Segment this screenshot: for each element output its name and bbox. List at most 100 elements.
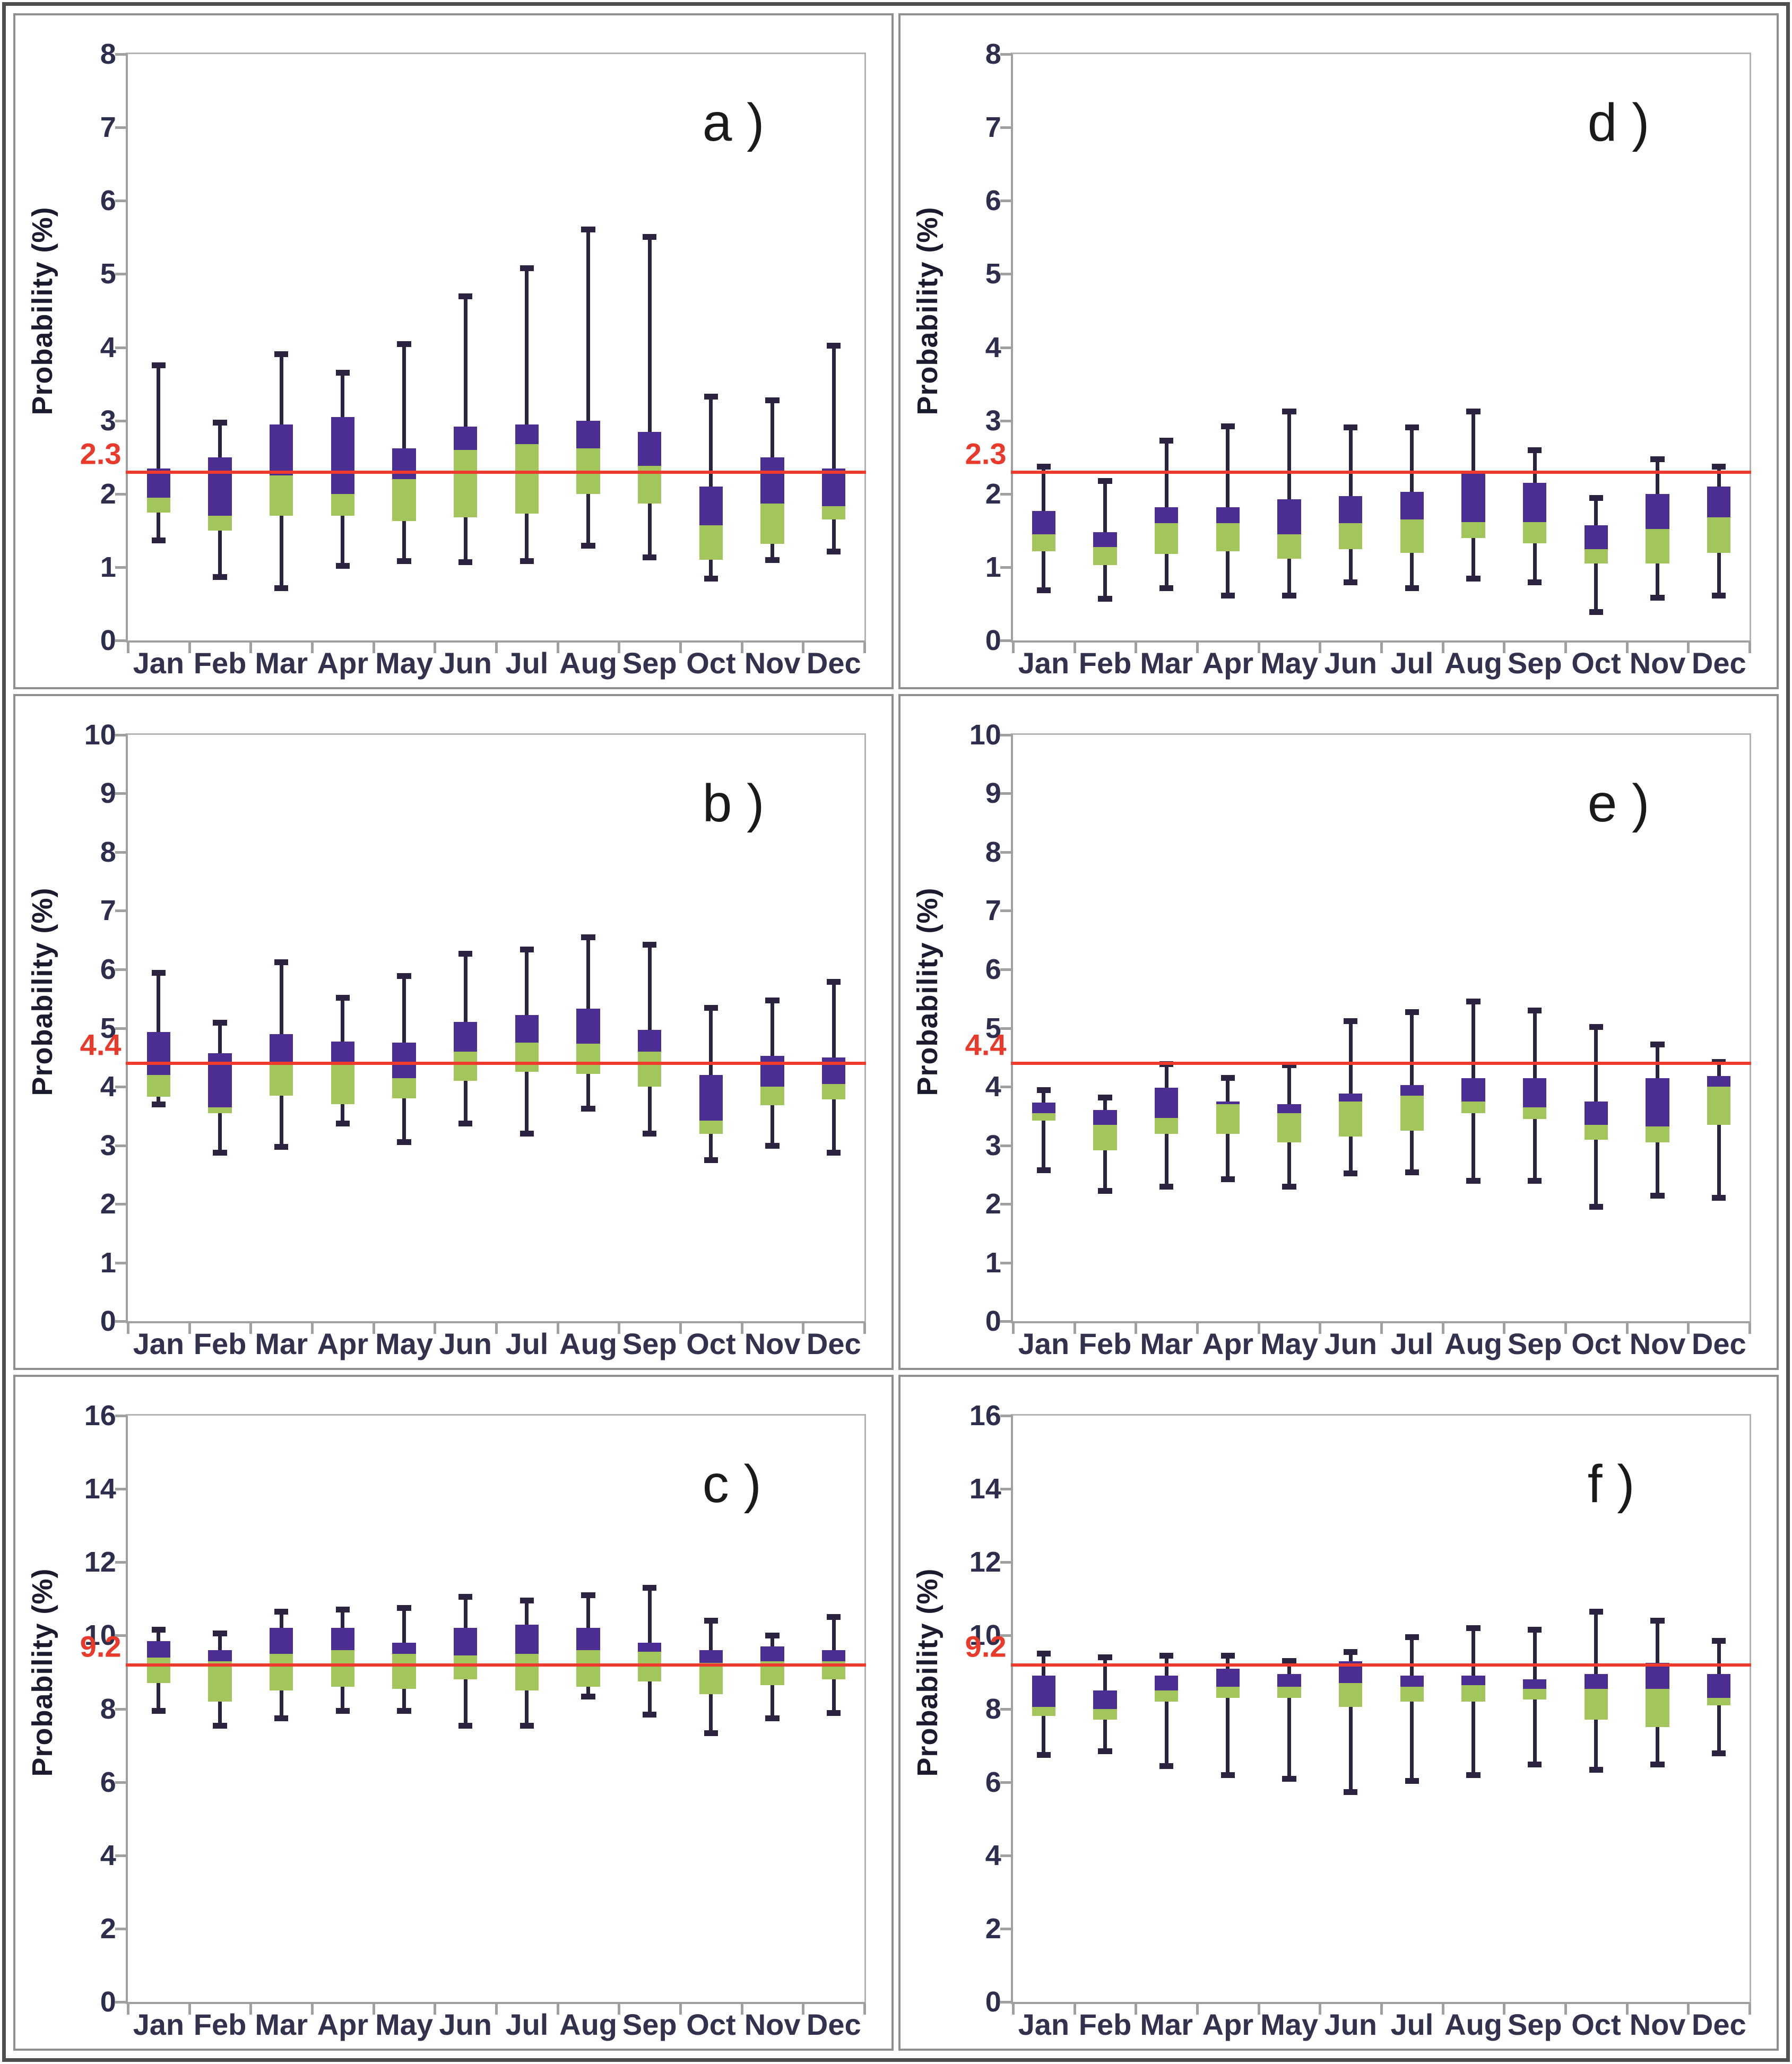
box-upper-quartile-jun xyxy=(454,1628,478,1656)
box-upper-quartile-oct xyxy=(1584,1101,1608,1125)
box-upper-quartile-jun xyxy=(454,426,478,450)
box-upper-quartile-may xyxy=(1277,1673,1301,1687)
y-tick-mark xyxy=(115,1854,126,1857)
x-tick-mark xyxy=(434,1323,437,1334)
y-tick-label: 7 xyxy=(985,111,1001,143)
whisker-cap-top xyxy=(213,1020,227,1026)
box-upper-quartile-feb xyxy=(208,457,232,516)
y-tick-label: 4 xyxy=(985,1839,1001,1871)
y-tick-label: 2 xyxy=(100,1913,116,1945)
whisker-cap-top xyxy=(827,978,841,985)
whisker-cap-top xyxy=(1650,456,1665,462)
y-tick-mark xyxy=(1000,733,1011,736)
whisker-cap-bottom xyxy=(1282,592,1296,599)
whisker-cap-bottom xyxy=(827,1150,841,1156)
whisker-cap-bottom xyxy=(765,1143,780,1149)
x-tick-mark xyxy=(495,643,498,654)
reference-line xyxy=(1011,1061,1752,1065)
y-tick-mark xyxy=(1000,792,1011,795)
y-tick-label: 2 xyxy=(985,1913,1001,1945)
whisker-cap-top xyxy=(1036,1651,1051,1657)
whisker-cap-bottom xyxy=(1036,1167,1051,1174)
whisker-cap-top xyxy=(1405,424,1419,431)
whisker-cap-bottom xyxy=(1036,1752,1051,1758)
box-lower-quartile-sep xyxy=(1523,1688,1547,1700)
y-tick-mark xyxy=(1000,346,1011,349)
y-tick-mark xyxy=(1000,1561,1011,1564)
box-lower-quartile-apr xyxy=(331,493,355,516)
box-lower-quartile-feb xyxy=(208,1661,232,1702)
box-lower-quartile-jul xyxy=(515,1653,539,1690)
whisker-cap-top xyxy=(397,1605,411,1611)
box-upper-quartile-mar xyxy=(1154,507,1179,524)
box-upper-quartile-jun xyxy=(1339,1094,1363,1102)
y-tick-label: 9 xyxy=(100,777,116,810)
y-tick-label: 6 xyxy=(985,1766,1001,1798)
whisker-cap-bottom xyxy=(1528,1178,1542,1184)
reference-line-label: 4.4 xyxy=(80,1028,122,1062)
box-upper-quartile-oct xyxy=(1584,525,1608,549)
x-tick-label-mar: Mar xyxy=(1140,1327,1193,1361)
x-tick-label-nov: Nov xyxy=(1629,1327,1686,1361)
x-tick-mark xyxy=(1625,643,1629,654)
y-tick-mark xyxy=(1000,1928,1011,1931)
whisker-cap-top xyxy=(213,419,227,426)
box-lower-quartile-mar xyxy=(269,1063,293,1096)
x-tick-mark xyxy=(1135,1323,1138,1334)
box-upper-quartile-sep xyxy=(638,1643,662,1652)
x-tick-label-jul: Jul xyxy=(1390,646,1434,680)
whisker-cap-top xyxy=(1528,447,1542,454)
box-upper-quartile-apr xyxy=(1216,507,1240,524)
x-tick-mark xyxy=(679,2004,682,2015)
x-tick-mark xyxy=(249,643,253,654)
y-tick-label: 12 xyxy=(969,1546,1001,1579)
box-upper-quartile-feb xyxy=(208,1650,232,1661)
whisker-cap-top xyxy=(458,293,473,299)
y-axis-title: Probability (%) xyxy=(27,206,59,415)
whisker-cap-bottom xyxy=(397,558,411,564)
reference-line-label: 2.3 xyxy=(80,436,122,470)
y-tick-mark xyxy=(1000,1707,1011,1711)
whisker-cap-top xyxy=(1650,1618,1665,1624)
y-tick-mark xyxy=(1000,273,1011,276)
y-tick-label: 0 xyxy=(985,1305,1001,1338)
plot-area-e: 0 1 2 3 4 5 6 7 8 9 10 Jan Feb Mar Apr May Jun Jul Aug Sep O… xyxy=(965,719,1752,1360)
x-tick-label-feb: Feb xyxy=(193,646,247,680)
y-tick-mark xyxy=(1000,1203,1011,1206)
whisker-cap-bottom xyxy=(643,554,657,560)
whisker-cap-bottom xyxy=(581,1106,595,1112)
whisker-cap-bottom xyxy=(581,1693,595,1699)
whisker-jan xyxy=(157,363,161,542)
y-tick-mark xyxy=(115,909,126,913)
y-tick-label: 3 xyxy=(985,404,1001,437)
whisker-cap-top xyxy=(765,397,780,404)
box-upper-quartile-aug xyxy=(1461,1078,1485,1102)
whisker-cap-top xyxy=(827,342,841,349)
whisker-cap-bottom xyxy=(335,1708,350,1714)
panel-d: Probability (%) 0 1 2 3 4 5 6 7 8 Jan Feb Mar Apr May J… xyxy=(898,13,1779,689)
whisker-cap-bottom xyxy=(1036,587,1051,593)
y-tick-label: 1 xyxy=(100,551,116,584)
x-tick-label-mar: Mar xyxy=(255,646,308,680)
x-tick-mark xyxy=(1012,2004,1015,2015)
x-tick-mark xyxy=(1564,2004,1568,2015)
x-tick-mark xyxy=(1380,643,1383,654)
box-lower-quartile-feb xyxy=(1093,547,1117,566)
box-lower-quartile-nov xyxy=(760,503,784,544)
box-upper-quartile-feb xyxy=(1093,1110,1117,1125)
whisker-cap-top xyxy=(1344,424,1358,431)
y-tick-mark xyxy=(115,492,126,496)
y-tick-label: 2 xyxy=(985,478,1001,510)
y-tick-label: 6 xyxy=(100,1766,116,1798)
x-tick-label-apr: Apr xyxy=(1202,1327,1254,1361)
box-lower-quartile-jun xyxy=(1339,1101,1363,1137)
box-upper-quartile-oct xyxy=(1584,1673,1608,1689)
x-tick-label-may: May xyxy=(1260,646,1319,680)
box-lower-quartile-dec xyxy=(1707,1087,1731,1125)
whisker-cap-top xyxy=(1466,999,1481,1005)
x-tick-label-feb: Feb xyxy=(1078,1327,1132,1361)
box-lower-quartile-oct xyxy=(699,1121,723,1134)
panel-a: Probability (%) 0 1 2 3 4 5 6 7 8 Jan Feb Mar Apr May J… xyxy=(13,13,894,689)
whisker-cap-top xyxy=(335,1607,350,1613)
